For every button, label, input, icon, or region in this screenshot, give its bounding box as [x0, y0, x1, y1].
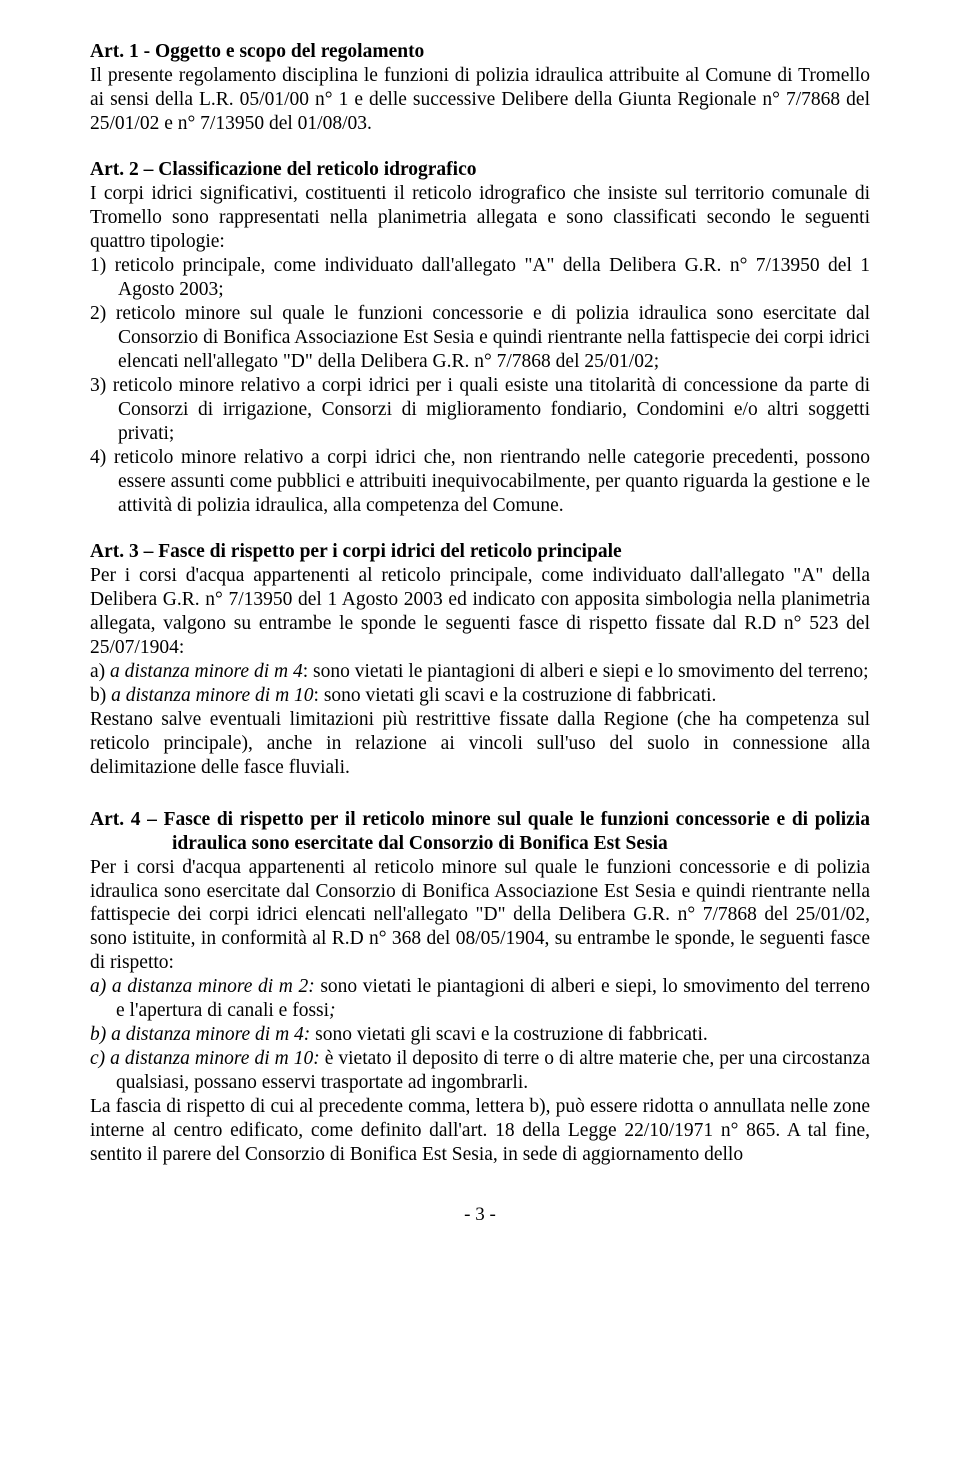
- list-text: sono vietati gli scavi e la costruzione …: [315, 1024, 708, 1045]
- list-text-italic: a distanza minore di m 2:: [112, 976, 320, 997]
- art2-heading: Art. 2 – Classificazione del reticolo id…: [90, 158, 870, 182]
- art2-item-2: 2) reticolo minore sul quale le funzioni…: [90, 302, 870, 374]
- art4-item-b: b) a distanza minore di m 4: sono vietat…: [90, 1023, 870, 1047]
- art4-list: a) a distanza minore di m 2: sono vietat…: [90, 975, 870, 1095]
- list-marker: 3): [90, 375, 113, 396]
- art3-heading: Art. 3 – Fasce di rispetto per i corpi i…: [90, 540, 870, 564]
- list-marker: 4): [90, 447, 114, 468]
- list-text: reticolo principale, come individuato da…: [115, 255, 870, 300]
- list-marker: 1): [90, 255, 115, 276]
- spacer: [90, 780, 870, 802]
- list-marker: b): [90, 1024, 111, 1045]
- art3-intro: Per i corsi d'acqua appartenenti al reti…: [90, 564, 870, 660]
- list-marker: b): [90, 685, 111, 706]
- list-text-italic: a distanza minore di m 10: [111, 685, 313, 706]
- list-marker: c): [90, 1048, 110, 1069]
- list-text-italic: a distanza minore di m 10:: [110, 1048, 325, 1069]
- document-page: Art. 1 - Oggetto e scopo del regolamento…: [0, 0, 960, 1267]
- list-text: reticolo minore relativo a corpi idrici …: [114, 447, 870, 516]
- art4-item-a: a) a distanza minore di m 2: sono vietat…: [90, 975, 870, 1023]
- art1-heading: Art. 1 - Oggetto e scopo del regolamento: [90, 40, 870, 64]
- list-text: reticolo minore sul quale le funzioni co…: [116, 303, 870, 372]
- art3-list: a) a distanza minore di m 4: sono vietat…: [90, 660, 870, 708]
- art2-intro: I corpi idrici significativi, costituent…: [90, 182, 870, 254]
- list-text: reticolo minore relativo a corpi idrici …: [113, 375, 870, 444]
- list-marker: a): [90, 661, 110, 682]
- art2-list: 1) reticolo principale, come individuato…: [90, 254, 870, 518]
- list-marker: 2): [90, 303, 116, 324]
- art2-item-3: 3) reticolo minore relativo a corpi idri…: [90, 374, 870, 446]
- list-text: : sono vietati le piantagioni di alberi …: [303, 661, 869, 682]
- list-marker: a): [90, 976, 112, 997]
- spacer: [90, 136, 870, 158]
- art4-intro: Per i corsi d'acqua appartenenti al reti…: [90, 856, 870, 976]
- art2-item-1: 1) reticolo principale, come individuato…: [90, 254, 870, 302]
- art3-item-b: b) a distanza minore di m 10: sono vieta…: [90, 684, 870, 708]
- art3-item-a: a) a distanza minore di m 4: sono vietat…: [90, 660, 870, 684]
- art1-body: Il presente regolamento disciplina le fu…: [90, 64, 870, 136]
- art4-closing: La fascia di rispetto di cui al preceden…: [90, 1095, 870, 1167]
- art4-heading: Art. 4 – Fasce di rispetto per il retico…: [90, 808, 870, 856]
- spacer: [90, 518, 870, 540]
- list-text: : sono vietati gli scavi e la costruzion…: [314, 685, 717, 706]
- art4-item-c: c) a distanza minore di m 10: è vietato …: [90, 1047, 870, 1095]
- list-semicolon: ;: [329, 1000, 336, 1021]
- list-text-italic: a distanza minore di m 4:: [111, 1024, 315, 1045]
- art3-closing: Restano salve eventuali limitazioni più …: [90, 708, 870, 780]
- art2-item-4: 4) reticolo minore relativo a corpi idri…: [90, 446, 870, 518]
- page-number: - 3 -: [90, 1203, 870, 1226]
- list-text-italic: a distanza minore di m 4: [110, 661, 303, 682]
